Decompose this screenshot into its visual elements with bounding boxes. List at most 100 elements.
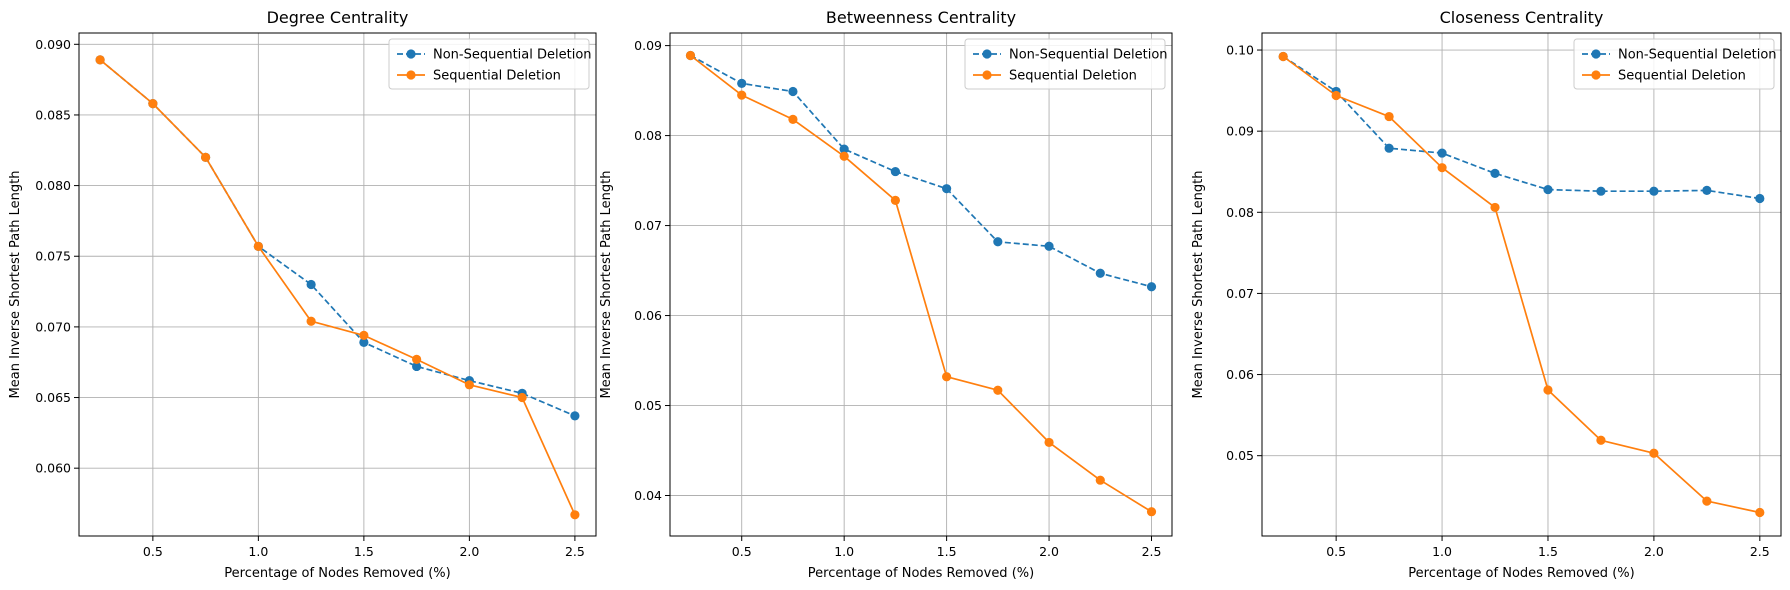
data-point-sequential xyxy=(1490,202,1500,213)
x-tick-label: 2.5 xyxy=(1142,544,1162,559)
legend-marker xyxy=(1591,49,1601,59)
data-point-sequential xyxy=(253,241,263,251)
chart-panel-1: 0.5 1.0 1.5 2.0 2.5 0.060 0.065 0.070 0.075 0.080… xyxy=(8,8,597,581)
x-tick-label: 1.0 xyxy=(1432,544,1452,559)
data-point-sequential xyxy=(1146,507,1157,517)
y-tick-label: 0.07 xyxy=(634,218,662,233)
y-tick-label: 0.05 xyxy=(1226,448,1254,463)
data-point-non-sequential xyxy=(359,337,369,348)
y-axis-label: Mean Inverse Shortest Path Length xyxy=(1191,171,1206,399)
data-point-sequential xyxy=(570,510,580,520)
legend-label: Sequential Deletion xyxy=(1618,69,1746,84)
series-line-non-sequential xyxy=(1282,55,1760,200)
data-point-sequential xyxy=(464,380,474,390)
series-line-sequential xyxy=(99,59,576,516)
data-point-sequential xyxy=(1755,507,1765,518)
data-point-non-sequential xyxy=(737,78,747,88)
chart-panel-2: 0.5 1.0 1.5 2.0 2.5 0.04 0.05 0.06 0.07 0.08 0.09 B… xyxy=(599,8,1173,581)
x-tick-label: 2.0 xyxy=(1039,544,1059,559)
data-point-sequential xyxy=(1331,90,1341,101)
legend-marker xyxy=(406,70,416,80)
data-point-non-sequential xyxy=(788,86,798,97)
data-point-non-sequential xyxy=(1095,268,1105,278)
series-line-non-sequential xyxy=(99,59,576,417)
data-point-non-sequential xyxy=(570,411,580,421)
data-point-non-sequential xyxy=(412,361,422,372)
data-point-sequential xyxy=(95,55,105,65)
data-point-sequential xyxy=(993,385,1003,395)
legend-box xyxy=(1573,38,1775,90)
y-tick-label: 0.070 xyxy=(35,319,71,334)
data-point-sequential xyxy=(890,195,900,205)
legend: Non-Sequential Deletion Sequential Deleti… xyxy=(1573,38,1777,90)
data-point-non-sequential xyxy=(1490,168,1500,178)
x-tick-label: 2.5 xyxy=(565,544,585,559)
x-tick-label: 1.0 xyxy=(248,544,268,559)
data-point-sequential xyxy=(1596,435,1606,445)
axes-frame xyxy=(669,32,1173,537)
data-point-sequential xyxy=(148,99,158,109)
data-point-sequential xyxy=(201,152,211,162)
data-point-sequential xyxy=(359,330,369,340)
y-tick-label: 0.090 xyxy=(35,37,71,52)
legend-marker xyxy=(982,70,992,80)
x-tick-label: 0.5 xyxy=(732,544,752,559)
chart-title: Closeness Centrality xyxy=(1440,8,1604,27)
data-point-non-sequential xyxy=(942,184,952,194)
data-point-non-sequential xyxy=(306,279,316,290)
x-tick-label: 2.0 xyxy=(1644,544,1664,559)
legend: Non-Sequential Deletion Sequential Deleti… xyxy=(388,38,592,90)
data-point-sequential xyxy=(839,151,849,161)
data-point-non-sequential xyxy=(1044,241,1054,251)
x-tick-label: 1.5 xyxy=(937,544,957,559)
y-tick-label: 0.080 xyxy=(35,178,71,193)
y-tick-label: 0.10 xyxy=(1226,43,1254,58)
y-tick-label: 0.09 xyxy=(634,38,662,53)
legend-marker xyxy=(406,49,416,59)
data-point-non-sequential xyxy=(1437,148,1447,158)
y-axis-label: Mean Inverse Shortest Path Length xyxy=(8,171,23,399)
legend-marker xyxy=(982,49,992,59)
legend-label: Sequential Deletion xyxy=(1009,69,1137,84)
x-tick-label: 1.0 xyxy=(834,544,854,559)
x-tick-label: 2.0 xyxy=(459,544,479,559)
x-axis-label: Percentage of Nodes Removed (%) xyxy=(224,566,450,581)
legend: Non-Sequential Deletion Sequential Deleti… xyxy=(964,38,1168,90)
legend-marker xyxy=(1591,70,1601,80)
data-point-non-sequential xyxy=(839,144,849,154)
data-point-sequential xyxy=(1095,475,1105,485)
data-point-non-sequential xyxy=(993,237,1003,247)
x-tick-label: 0.5 xyxy=(1326,544,1346,559)
axes-frame xyxy=(78,32,597,537)
axes-frame xyxy=(1261,32,1782,537)
series-line-non-sequential xyxy=(690,54,1152,288)
y-tick-label: 0.065 xyxy=(35,390,71,405)
data-point-sequential xyxy=(685,50,696,61)
x-tick-label: 1.5 xyxy=(1538,544,1558,559)
data-point-sequential xyxy=(1278,51,1288,62)
legend-label: Sequential Deletion xyxy=(433,69,561,84)
data-point-non-sequential xyxy=(1543,184,1553,195)
y-tick-label: 0.06 xyxy=(1226,367,1254,382)
y-tick-label: 0.04 xyxy=(634,488,662,503)
data-point-sequential xyxy=(1384,111,1394,122)
y-tick-label: 0.060 xyxy=(35,461,71,476)
y-tick-label: 0.075 xyxy=(35,249,71,264)
data-point-sequential xyxy=(1543,385,1553,395)
data-point-sequential xyxy=(1702,496,1712,506)
y-tick-label: 0.07 xyxy=(1226,286,1254,301)
x-tick-label: 1.5 xyxy=(354,544,374,559)
y-tick-label: 0.08 xyxy=(634,128,662,143)
series-line-sequential xyxy=(1282,55,1760,514)
chart-title: Betweenness Centrality xyxy=(826,8,1016,27)
data-point-sequential xyxy=(517,392,527,403)
data-point-non-sequential xyxy=(1384,143,1394,153)
data-point-sequential xyxy=(942,372,952,382)
x-axis-label: Percentage of Nodes Removed (%) xyxy=(808,566,1034,581)
x-tick-label: 2.5 xyxy=(1750,544,1770,559)
data-point-sequential xyxy=(412,354,422,364)
y-tick-label: 0.05 xyxy=(634,398,662,413)
data-point-sequential xyxy=(1044,437,1054,448)
data-point-sequential xyxy=(306,316,316,326)
